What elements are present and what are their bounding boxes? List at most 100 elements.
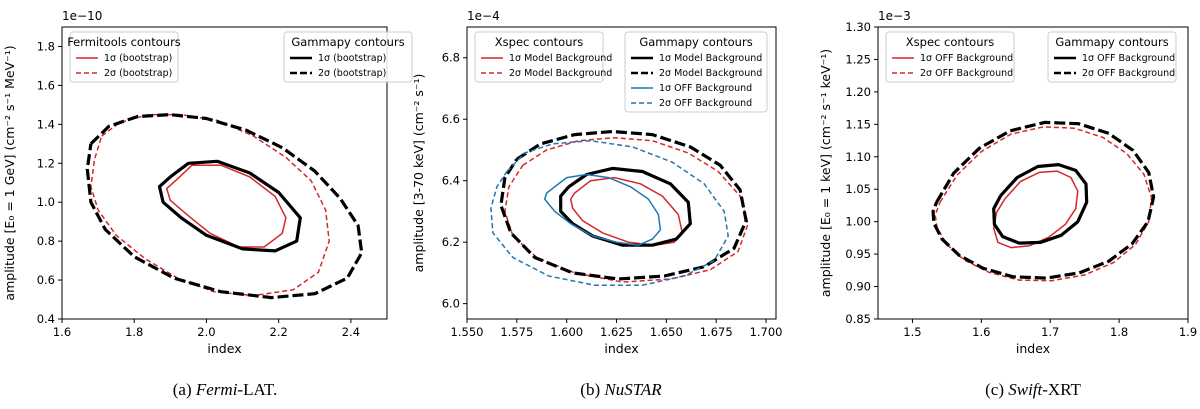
contour-line [931,120,1156,280]
axes-frame [877,26,1189,320]
y-tick-label: 6.0 [442,297,460,311]
legend-top-right: Gammapy contours 1σ OFF Background 2σ OFF … [1047,31,1177,83]
y-tick: 0.85 [845,312,878,326]
y-offset-text: 1e−10 [62,9,102,23]
contour-line [569,176,684,246]
contour-line [157,159,302,253]
x-tick: 1.6 [53,319,71,339]
legend-box [624,31,768,113]
y-tick: 6.0 [442,297,467,311]
legend-title: Gammapy contours [1055,35,1168,49]
y-offset-text: 1e−4 [467,9,500,23]
caption-label: (c) [985,380,1008,399]
y-tick: 0.4 [37,312,62,326]
legend-entry-label: 2σ OFF Background [920,68,1013,79]
legend-top-left: Fermitools contours 1σ (bootstrap) 2σ (boo… [67,31,181,83]
legend-entry-label: 1σ Model Background [659,53,762,64]
y-tick-label: 1.6 [37,78,55,92]
x-tick-label: 1.9 [1179,325,1197,339]
x-tick: 2.0 [197,319,216,339]
y-tick-label: 1.2 [37,156,55,170]
legend-entry-label: 1σ OFF Background [1082,53,1175,64]
y-tick-label: 0.85 [845,312,871,326]
y-tick: 1.25 [845,52,878,66]
legend-entry-label: 1σ (bootstrap) [104,53,172,64]
y-tick: 1.0 [37,195,62,209]
legend-box [885,31,1015,83]
x-tick: 1.650 [650,319,683,339]
y-offset-text: 1e−3 [878,9,911,23]
caption-emphasis: Fermi [195,380,238,399]
series-group [490,129,749,286]
legend-box [1047,31,1177,83]
y-tick: 1.20 [845,85,878,99]
y-tick: 6.8 [442,51,467,65]
y-tick-label: 1.4 [37,117,55,131]
legend-entry-label: 1σ OFF Background [659,83,752,94]
y-tick: 0.90 [845,280,878,294]
y-tick-label: 0.6 [37,273,55,287]
y-tick: 1.4 [37,117,62,131]
legend-entry-label: 2σ Model Background [659,68,762,79]
x-tick-label: 1.7 [1041,325,1059,339]
x-tick-label: 1.675 [700,325,733,339]
x-tick-label: 1.650 [650,325,683,339]
x-tick: 2.4 [342,319,360,339]
axes-frame [61,26,388,320]
caption-emphasis: Swift [1008,380,1043,399]
legend-top-right: Gammapy contours 1σ (bootstrap) 2σ (bootst… [283,31,413,83]
y-tick-label: 1.30 [845,20,871,34]
x-axis-label: index [1016,341,1050,356]
contour-line [504,136,749,283]
legend-title: Fermitools contours [67,35,181,49]
x-tick: 1.6 [972,319,990,339]
chart-panel-2: 1.5 1.6 1.7 1.8 1.9 0.85 0.90 0.95 1.00 1.05 1.10 1… [818,9,1197,399]
contour-line [499,129,748,281]
x-tick-label: 1.550 [451,325,484,339]
contour-line [90,113,330,297]
y-tick-label: 1.25 [845,52,871,66]
y-tick-label: 1.05 [845,182,871,196]
y-tick-label: 0.8 [37,234,55,248]
x-tick: 1.575 [500,319,533,339]
y-tick-label: 1.0 [37,195,55,209]
y-tick: 6.2 [442,235,467,249]
x-tick: 1.5 [903,319,922,339]
x-tick: 2.2 [270,319,288,339]
legend-entry-label: 1σ OFF Background [920,53,1013,64]
x-axis-label: index [207,341,241,356]
legend-entry-label: 1σ (bootstrap) [318,53,386,64]
x-tick-label: 2.4 [342,325,360,339]
legend-entry-label: 1σ Model Background [509,53,612,64]
y-tick: 1.15 [845,117,878,131]
y-tick: 0.95 [845,247,878,261]
x-tick-label: 1.8 [125,325,143,339]
y-tick: 1.6 [37,78,62,92]
legend-entry-label: 2σ (bootstrap) [104,68,172,79]
y-tick-label: 6.4 [442,174,460,188]
legend-box [474,31,604,83]
contour-line [992,170,1079,249]
x-tick: 1.700 [750,319,783,339]
x-tick: 1.600 [550,319,583,339]
caption-rest: -LAT. [237,380,277,399]
legend-box [283,31,413,83]
legend-title: Gammapy contours [291,35,404,49]
x-tick-label: 1.700 [750,325,783,339]
y-axis-label: amplitude [E₀ = 1 GeV] (cm⁻² s⁻¹ MeV⁻¹) [2,45,17,300]
x-tick: 1.9 [1179,319,1197,339]
legend-entry-label: 2σ Model Background [509,68,612,79]
x-tick-label: 1.625 [600,325,633,339]
legend-title: Gammapy contours [639,35,752,49]
caption-rest: -XRT [1042,380,1081,399]
caption-label: (a) [173,380,196,399]
legend-box [69,31,179,83]
y-tick-label: 1.20 [845,85,871,99]
chart-panel-1: 1.550 1.575 1.600 1.625 1.650 1.675 1.700 6.0 6.… [411,9,783,399]
x-tick-label: 1.6 [53,325,71,339]
y-tick-label: 1.00 [845,215,871,229]
y-tick: 1.2 [37,156,62,170]
x-tick: 1.675 [700,319,733,339]
legend-top-right: Gammapy contours 1σ Model Background 2σ Mo… [624,31,768,113]
